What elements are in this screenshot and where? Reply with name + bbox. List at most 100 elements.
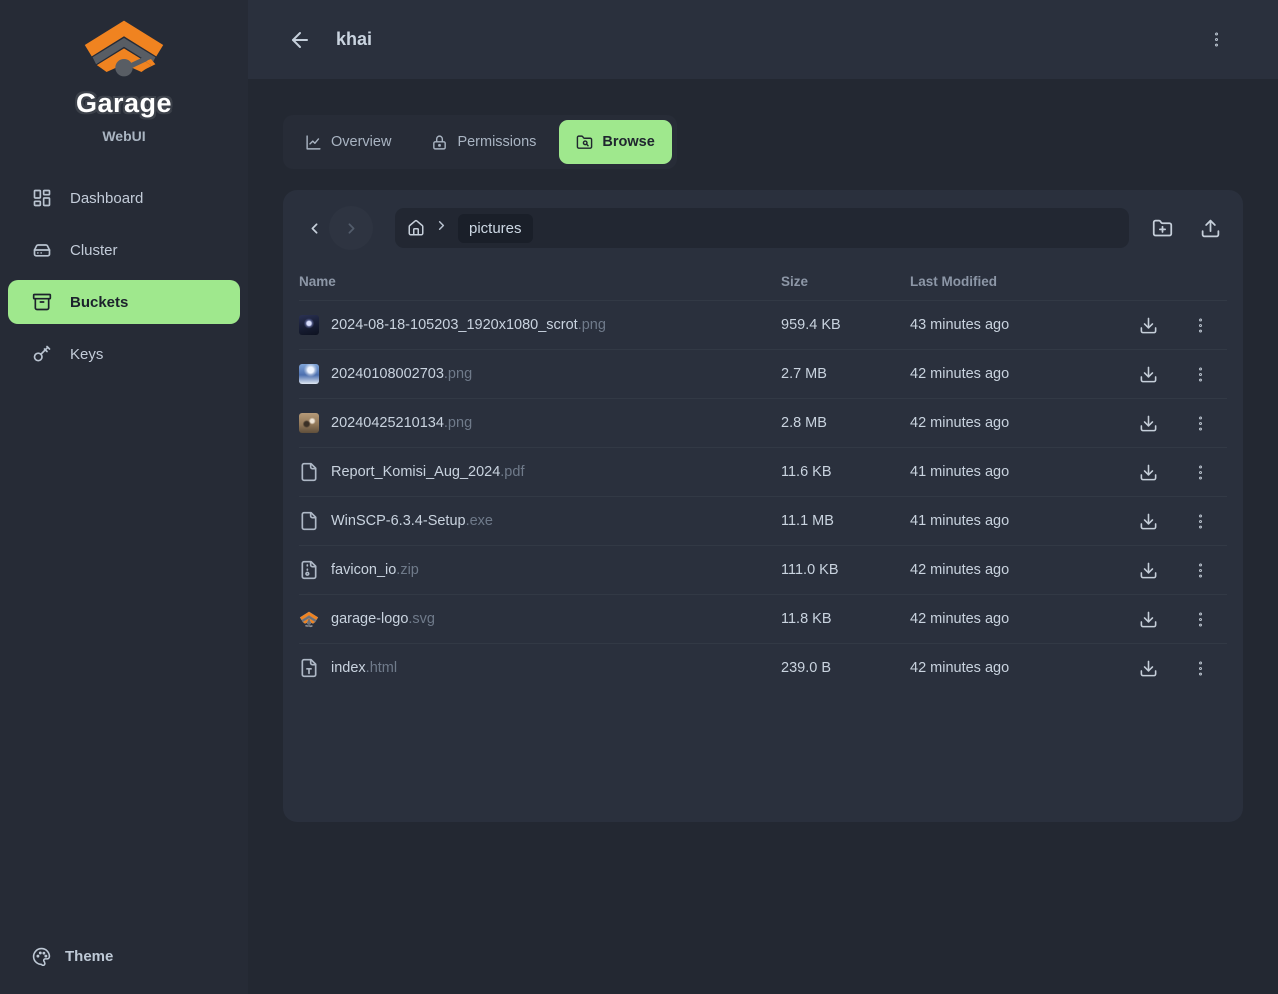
file-size: 111.0 KB	[781, 562, 839, 578]
file-last-modified: 42 minutes ago	[910, 611, 1010, 627]
file-name[interactable]: favicon_io.zip	[331, 562, 419, 578]
tab-bar: Overview Permissions Browse	[283, 115, 677, 169]
row-menu-button[interactable]	[1185, 506, 1215, 536]
row-menu-button[interactable]	[1185, 310, 1215, 340]
logo-block: Garage WebUI	[0, 0, 248, 144]
main-area: khai Overview Permissions	[248, 0, 1278, 994]
file-last-modified: 43 minutes ago	[910, 317, 1010, 333]
home-icon	[408, 219, 424, 236]
table-body: 2024-08-18-105203_1920x1080_scrot.png 95…	[299, 300, 1227, 692]
sidebar-item-label: Cluster	[70, 241, 118, 259]
file-size: 11.1 MB	[781, 513, 834, 529]
thumbnail-tan	[299, 413, 319, 433]
back-button[interactable]	[286, 26, 314, 54]
download-button[interactable]	[1133, 457, 1163, 487]
chart-icon	[306, 134, 321, 150]
download-button[interactable]	[1133, 653, 1163, 683]
svg-text:Garage: Garage	[305, 624, 313, 627]
download-icon	[1140, 317, 1156, 333]
row-menu-button[interactable]	[1185, 408, 1215, 438]
kebab-icon	[1198, 465, 1202, 479]
file-last-modified: 41 minutes ago	[910, 464, 1010, 480]
row-menu-button[interactable]	[1185, 457, 1215, 487]
kebab-icon	[1198, 367, 1202, 381]
bucket-menu-button[interactable]	[1202, 26, 1230, 54]
kebab-icon	[1198, 563, 1202, 577]
table-row[interactable]: Report_Komisi_Aug_2024.pdf 11.6 KB 41 mi…	[299, 447, 1227, 496]
download-icon	[1140, 415, 1156, 431]
tab-label: Overview	[331, 134, 392, 150]
sidebar-nav: Dashboard Cluster Buckets Keys	[0, 176, 248, 376]
tab-permissions[interactable]: Permissions	[414, 120, 553, 164]
chevron-left-icon	[311, 222, 317, 234]
download-button[interactable]	[1133, 506, 1163, 536]
sidebar-item-buckets[interactable]: Buckets	[8, 280, 240, 324]
buckets-icon	[32, 293, 52, 311]
sidebar-item-dashboard[interactable]: Dashboard	[8, 176, 240, 220]
file-last-modified: 42 minutes ago	[910, 366, 1010, 382]
file-name[interactable]: WinSCP-6.3.4-Setup.exe	[331, 513, 494, 529]
download-button[interactable]	[1133, 359, 1163, 389]
breadcrumb-separator	[434, 218, 449, 238]
row-menu-button[interactable]	[1185, 604, 1215, 634]
theme-button[interactable]: Theme	[8, 934, 240, 978]
table-row[interactable]: Garage garage-logo.svg 11.8 KB 42 minute…	[299, 594, 1227, 643]
new-folder-button[interactable]	[1145, 211, 1179, 245]
file-name[interactable]: Report_Komisi_Aug_2024.pdf	[331, 464, 525, 480]
file-name[interactable]: 20240425210134.png	[331, 415, 473, 431]
breadcrumb-folder-pictures[interactable]: pictures	[458, 213, 533, 243]
kebab-icon	[1214, 32, 1218, 47]
breadcrumb: pictures	[395, 208, 1129, 248]
row-menu-button[interactable]	[1185, 359, 1215, 389]
column-header-last-modified: Last Modified	[910, 273, 997, 289]
download-button[interactable]	[1133, 408, 1163, 438]
column-header-size: Size	[781, 273, 809, 289]
palette-icon	[32, 947, 51, 966]
table-row[interactable]: WinSCP-6.3.4-Setup.exe 11.1 MB 41 minute…	[299, 496, 1227, 545]
tab-overview[interactable]: Overview	[288, 120, 408, 164]
download-icon	[1140, 611, 1156, 627]
folder-search-icon	[577, 134, 593, 149]
table-row[interactable]: 20240425210134.png 2.8 MB 42 minutes ago	[299, 398, 1227, 447]
breadcrumb-home-button[interactable]	[407, 219, 425, 237]
file-name[interactable]: 20240108002703.png	[331, 366, 473, 382]
sidebar-item-keys[interactable]: Keys	[8, 332, 240, 376]
history-back-button[interactable]	[299, 208, 329, 248]
download-button[interactable]	[1133, 555, 1163, 585]
download-icon	[1140, 464, 1156, 480]
file-name[interactable]: 2024-08-18-105203_1920x1080_scrot.png	[331, 317, 606, 333]
row-menu-button[interactable]	[1185, 555, 1215, 585]
download-button[interactable]	[1133, 310, 1163, 340]
sidebar-item-cluster[interactable]: Cluster	[8, 228, 240, 272]
row-menu-button[interactable]	[1185, 653, 1215, 683]
file-name[interactable]: garage-logo.svg	[331, 611, 435, 627]
file-name[interactable]: index.html	[331, 660, 398, 676]
file-size: 2.7 MB	[781, 366, 827, 382]
browser-card: pictures Name Size	[283, 190, 1243, 822]
upload-button[interactable]	[1193, 211, 1227, 245]
file-last-modified: 42 minutes ago	[910, 562, 1010, 578]
file-icon	[299, 511, 319, 531]
garage-logo-icon	[84, 20, 164, 77]
column-header-name: Name	[299, 273, 336, 289]
download-icon	[1140, 366, 1156, 382]
chevron-right-icon	[438, 221, 445, 230]
table-row[interactable]: favicon_io.zip 111.0 KB 42 minutes ago	[299, 545, 1227, 594]
table-row[interactable]: 2024-08-18-105203_1920x1080_scrot.png 95…	[299, 300, 1227, 349]
table-row[interactable]: 20240108002703.png 2.7 MB 42 minutes ago	[299, 349, 1227, 398]
table-row[interactable]: index.html 239.0 B 42 minutes ago	[299, 643, 1227, 692]
arrow-left-icon	[292, 31, 308, 48]
history-forward-button[interactable]	[329, 206, 373, 250]
dashboard-icon	[33, 189, 51, 207]
file-table: Name Size Last Modified 2024-08-18-10520…	[299, 262, 1227, 692]
cluster-icon	[33, 244, 51, 257]
tab-browse[interactable]: Browse	[559, 120, 672, 164]
kebab-icon	[1198, 612, 1202, 626]
chevron-right-icon	[348, 222, 354, 234]
file-type-icon	[299, 658, 319, 678]
file-archive-icon	[299, 560, 319, 580]
download-icon	[1140, 513, 1156, 529]
file-size: 239.0 B	[781, 660, 831, 676]
theme-label: Theme	[65, 947, 114, 965]
download-button[interactable]	[1133, 604, 1163, 634]
